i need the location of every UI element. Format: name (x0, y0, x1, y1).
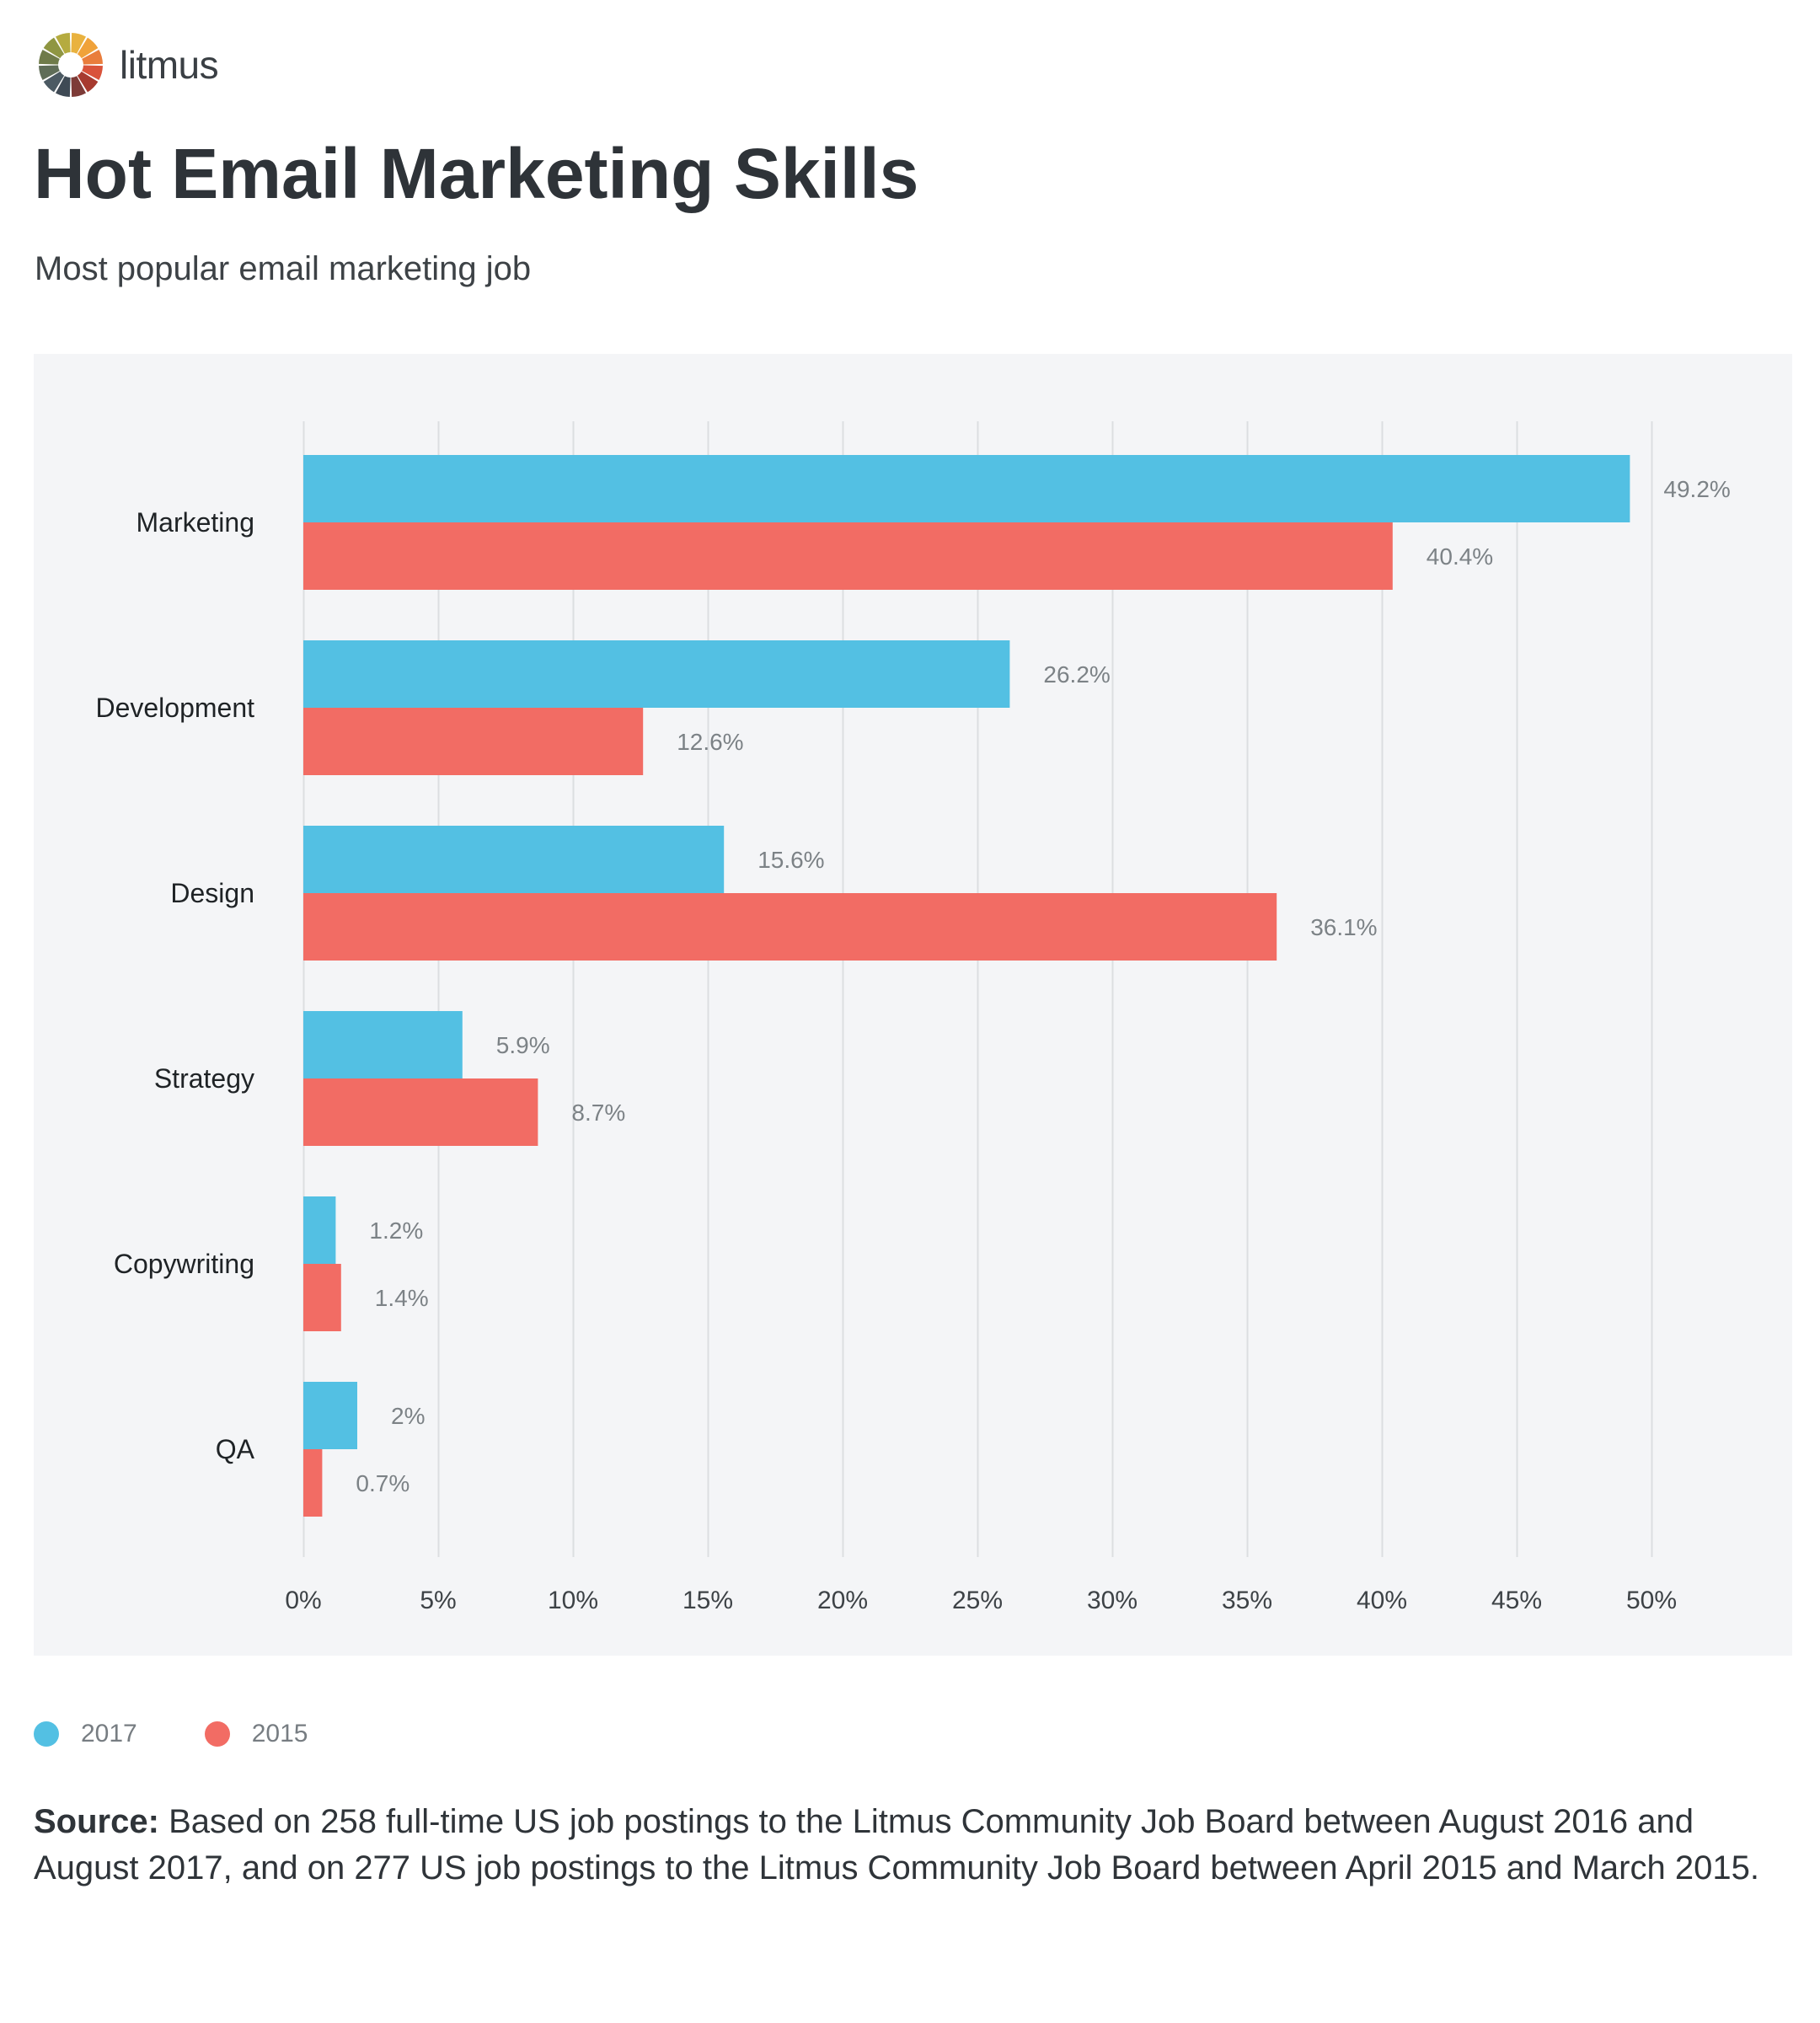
bar-chart: 49.2% 40.4% 26.2% 12.6% 15.6% 36.1% 5.9% 8.7% 1.… (95, 421, 1731, 1614)
category-label: Development (95, 693, 254, 723)
litmus-logo-icon (39, 33, 103, 97)
data-label: 2% (391, 1403, 425, 1429)
data-label: 12.6% (677, 729, 743, 755)
legend-swatch-2017 (34, 1721, 59, 1747)
bars (303, 455, 1630, 1517)
x-tick-label: 20% (817, 1587, 868, 1614)
x-tick-label: 50% (1626, 1587, 1677, 1614)
brand-logo: litmus (37, 31, 219, 99)
x-tick-label: 45% (1491, 1587, 1542, 1614)
legend-item-2015: 2015 (204, 1720, 308, 1748)
x-tick-label: 25% (952, 1587, 1003, 1614)
data-label: 40.4% (1427, 543, 1493, 570)
logo-segment (82, 65, 103, 81)
data-label: 49.2% (1663, 476, 1730, 502)
logo-segment (55, 33, 71, 54)
x-tick-label: 0% (285, 1587, 321, 1614)
logo-segment (39, 49, 60, 65)
data-label: 1.4% (375, 1285, 429, 1311)
bar-2017-strategy (303, 1011, 463, 1078)
category-label: Marketing (136, 507, 255, 538)
bar-2017-qa (303, 1382, 357, 1449)
bar-2015-copywriting (303, 1264, 341, 1331)
source-note: Source: Based on 258 full-time US job po… (34, 1799, 1786, 1892)
data-label: 26.2% (1043, 661, 1110, 688)
logo-segment (77, 37, 99, 59)
x-tick-label: 35% (1222, 1587, 1272, 1614)
data-label: 5.9% (496, 1032, 550, 1058)
logo-segment (43, 71, 65, 93)
bar-2017-copywriting (303, 1196, 336, 1264)
legend-label-2015: 2015 (251, 1720, 308, 1747)
brand-name: litmus (120, 43, 219, 87)
x-tick-label: 10% (548, 1587, 598, 1614)
logo-segment (39, 65, 60, 81)
legend-swatch-2015 (204, 1721, 230, 1747)
data-label: 8.7% (571, 1100, 625, 1126)
bar-2015-design (303, 893, 1277, 961)
logo-segment (82, 49, 103, 65)
data-label: 15.6% (757, 847, 824, 873)
legend-item-2017: 2017 (34, 1720, 137, 1748)
chart-legend: 2017 2015 (34, 1720, 376, 1748)
x-tick-label: 40% (1357, 1587, 1407, 1614)
category-label: Copywriting (114, 1249, 254, 1279)
logo-segment (71, 33, 87, 54)
bar-2017-development (303, 640, 1010, 708)
logo-segment (71, 76, 87, 97)
logo-segment (77, 71, 99, 93)
bar-2015-development (303, 708, 644, 775)
source-label: Source: (34, 1803, 159, 1840)
source-text: Based on 258 full-time US job postings t… (34, 1803, 1759, 1887)
grid-lines (302, 421, 1653, 1557)
data-label: 36.1% (1310, 914, 1377, 940)
category-label: QA (216, 1434, 255, 1464)
chart-panel: 49.2% 40.4% 26.2% 12.6% 15.6% 36.1% 5.9% 8.7% 1.… (34, 354, 1792, 1656)
bar-2017-marketing (303, 455, 1630, 522)
legend-label-2017: 2017 (81, 1720, 137, 1747)
bar-2015-qa (303, 1449, 323, 1517)
category-label: Strategy (154, 1063, 254, 1094)
category-label: Design (170, 878, 254, 908)
x-axis-tick-labels: 0% 5% 10% 15% 20% 25% 30% 35% 40% 45% 50% (285, 1587, 1677, 1614)
bar-2015-marketing (303, 522, 1393, 590)
x-tick-label: 5% (420, 1587, 456, 1614)
page-title: Hot Email Marketing Skills (34, 134, 919, 213)
value-labels: 49.2% 40.4% 26.2% 12.6% 15.6% 36.1% 5.9% 8.7% 1.… (356, 476, 1730, 1496)
logo-segment (55, 76, 71, 97)
page-subtitle: Most popular email marketing job (35, 250, 532, 287)
category-labels: Marketing Development Design Strategy Copywr… (95, 507, 254, 1464)
logo-segment (43, 37, 65, 59)
x-tick-label: 30% (1087, 1587, 1138, 1614)
data-label: 1.2% (369, 1218, 423, 1244)
x-tick-label: 15% (682, 1587, 733, 1614)
bar-2017-design (303, 826, 725, 893)
data-label: 0.7% (356, 1470, 410, 1496)
bar-2015-strategy (303, 1078, 538, 1146)
